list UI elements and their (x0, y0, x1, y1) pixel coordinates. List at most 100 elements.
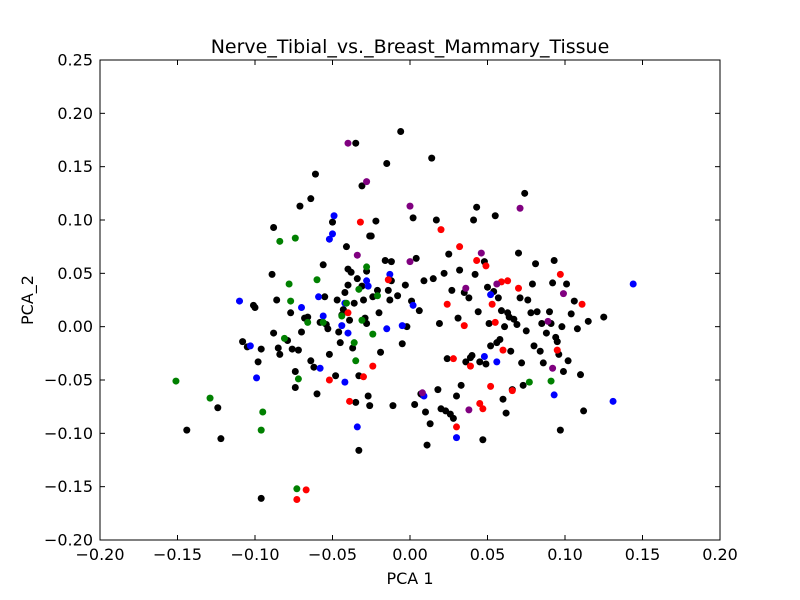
scatter-point (476, 399, 484, 407)
scatter-point (440, 269, 448, 277)
y-tick-label: 0.10 (57, 211, 93, 230)
scatter-point (449, 414, 457, 422)
scatter-point (389, 402, 397, 410)
scatter-point (457, 381, 465, 389)
scatter-point (366, 402, 374, 410)
y-tick-label: 0.05 (57, 264, 93, 283)
scatter-point (316, 364, 324, 372)
scatter-point (384, 286, 392, 294)
scatter-point (346, 397, 354, 405)
scatter-point (556, 270, 564, 278)
scatter-point (338, 322, 346, 330)
scatter-point (294, 375, 302, 383)
scatter-point (487, 342, 495, 350)
scatter-point (558, 323, 566, 331)
scatter-point (333, 296, 341, 304)
scatter-point (474, 308, 482, 316)
scatter-point (206, 394, 214, 402)
x-tick-label: −0.10 (230, 545, 279, 564)
scatter-point (373, 292, 381, 300)
y-tick-label: 0.00 (57, 317, 93, 336)
scatter-point (480, 353, 488, 361)
scatter-point (274, 344, 282, 352)
y-axis-label: PCA_2 (18, 275, 38, 325)
scatter-point (342, 299, 350, 307)
scatter-point (384, 276, 392, 284)
scatter-point (499, 395, 507, 403)
scatter-point (398, 322, 406, 330)
scatter-point (353, 251, 361, 259)
scatter-point (364, 282, 372, 290)
scatter-point (356, 218, 364, 226)
scatter-point (513, 321, 521, 329)
scatter-point (445, 250, 453, 258)
x-tick-label: 0.00 (392, 545, 428, 564)
x-tick-label: 0.15 (625, 545, 661, 564)
y-tick-label: 0.20 (57, 104, 93, 123)
scatter-point (429, 275, 437, 283)
scatter-point (510, 315, 518, 323)
scatter-point (287, 297, 295, 305)
scatter-point (386, 270, 394, 278)
scatter-point (381, 257, 389, 265)
scatter-point (564, 357, 572, 365)
scatter-point (530, 342, 538, 350)
scatter-point (466, 362, 474, 370)
scatter-point (302, 486, 310, 494)
scatter-point (398, 340, 406, 348)
scatter-point (422, 408, 429, 416)
scatter-point (550, 257, 558, 265)
scatter-point (482, 360, 490, 368)
scatter-point (294, 346, 302, 354)
scatter-point (629, 280, 637, 288)
scatter-point (460, 322, 468, 330)
scatter-point (349, 344, 357, 352)
scatter-point (406, 202, 414, 210)
scatter-point (462, 358, 470, 366)
scatter-point (609, 397, 617, 405)
scatter-point (321, 293, 329, 301)
scatter-point (544, 317, 552, 325)
scatter-point (497, 307, 505, 315)
scatter-point (496, 335, 504, 343)
scatter-point (491, 318, 499, 326)
scatter-point (549, 364, 557, 372)
scatter-point (291, 383, 299, 391)
scatter-point (527, 309, 535, 317)
scatter-point (324, 325, 332, 333)
points-layer (172, 127, 637, 503)
scatter-point (488, 300, 496, 308)
scatter-point (236, 297, 243, 305)
scatter-point (253, 374, 261, 382)
scatter-point (372, 217, 380, 225)
scatter-point (246, 342, 254, 350)
y-tick-label: −0.15 (44, 477, 93, 496)
scatter-point (515, 249, 522, 257)
scatter-point (525, 378, 533, 386)
scatter-point (285, 280, 293, 288)
scatter-point (479, 405, 487, 413)
scatter-point (296, 202, 304, 210)
scatter-point (352, 398, 360, 406)
scatter-point (386, 296, 394, 304)
scatter-point (485, 319, 493, 327)
scatter-point (491, 212, 499, 220)
scatter-point (363, 178, 371, 186)
scatter-point (519, 381, 527, 389)
scatter-point (280, 334, 288, 342)
scatter-point (319, 312, 327, 320)
scatter-point (363, 277, 371, 285)
scatter-point (259, 408, 267, 416)
scatter-point (401, 281, 409, 289)
scatter-point (532, 260, 540, 268)
scatter-point (276, 237, 284, 245)
scatter-point (307, 195, 315, 203)
scatter-point (338, 312, 346, 320)
scatter-point (375, 309, 383, 317)
scatter-point (502, 409, 510, 417)
scatter-point (330, 212, 338, 220)
scatter-point (465, 406, 473, 414)
scatter-point (360, 373, 367, 381)
scatter-point (409, 214, 417, 222)
scatter-point (507, 347, 515, 355)
